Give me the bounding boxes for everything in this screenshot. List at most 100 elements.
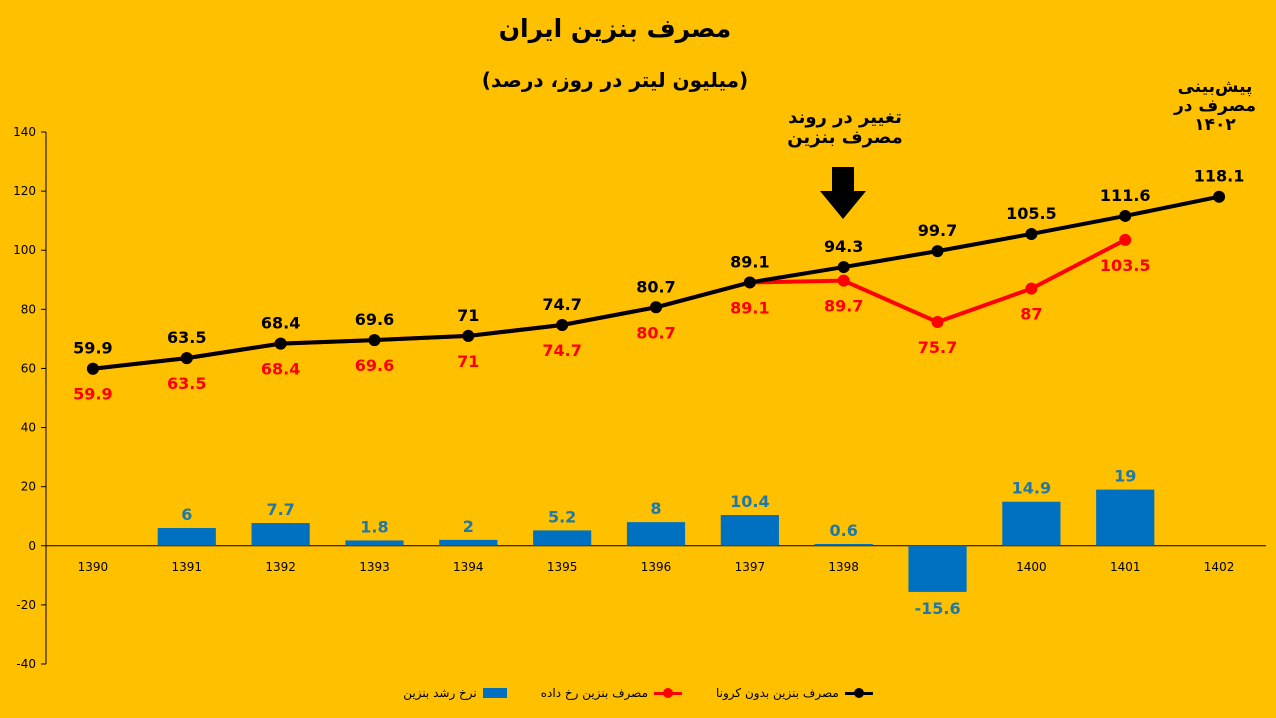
black-series-point: [86, 362, 99, 375]
x-tick-label: 1396: [641, 560, 672, 574]
bar: [345, 540, 404, 546]
bar: [814, 544, 873, 546]
black-data-label: 63.5: [167, 328, 206, 347]
y-tick-label: -20: [16, 598, 36, 612]
bar-data-label: 1.8: [360, 517, 388, 536]
y-tick-label: 20: [21, 480, 36, 494]
bar-data-label: 10.4: [730, 492, 769, 511]
black-series-point: [556, 318, 569, 331]
black-series-point: [462, 329, 475, 342]
black-series-point: [1119, 209, 1132, 222]
y-tick-label: 60: [21, 361, 36, 375]
red-series-point: [931, 316, 944, 329]
bar-data-label: -15.6: [914, 599, 960, 618]
black-data-label: 89.1: [730, 252, 769, 271]
bar: [720, 515, 779, 546]
red-data-label: 74.7: [542, 341, 581, 360]
black-series-point: [180, 352, 193, 365]
black-data-label: 80.7: [636, 277, 675, 296]
black-data-label: 71: [457, 306, 479, 325]
bar: [1002, 501, 1061, 546]
black-series-point: [837, 261, 850, 274]
bar: [626, 522, 686, 546]
x-tick-label: 1395: [547, 560, 578, 574]
red-data-label: 103.5: [1100, 256, 1151, 275]
legend-swatch-red-line: [654, 687, 683, 699]
y-tick-label: 120: [13, 184, 36, 198]
chart-title: مصرف بنزین ایران: [498, 14, 732, 43]
black-series-point: [1213, 190, 1226, 203]
legend-item-actual: مصرف بنزین رخ داده: [540, 686, 683, 700]
red-data-label: 71: [457, 352, 479, 371]
red-data-label: 75.7: [918, 338, 957, 357]
bar: [439, 539, 498, 546]
red-data-label: 68.4: [261, 360, 300, 379]
annotation-forecast-line1: پیش‌بینی: [1177, 77, 1253, 97]
y-tick-label: 80: [21, 302, 36, 316]
black-data-label: 74.7: [542, 295, 581, 314]
legend-label-growth-rate: نرخ رشد بنزین: [403, 686, 477, 700]
black-data-label: 94.3: [824, 237, 863, 256]
x-tick-label: 1391: [171, 560, 202, 574]
x-tick-label: 1390: [78, 560, 109, 574]
legend-swatch-black-line: [844, 687, 873, 699]
black-series-point: [368, 334, 381, 347]
annotation-forecast-line2: مصرف در: [1173, 96, 1257, 117]
red-series-point: [837, 274, 850, 287]
x-tick-label: 1393: [359, 560, 390, 574]
black-data-label: 111.6: [1100, 186, 1151, 205]
bar-data-label: 19: [1114, 467, 1136, 486]
black-series-point: [650, 301, 662, 314]
arrow-down-icon: [820, 167, 866, 219]
red-data-label: 69.6: [355, 356, 394, 375]
black-series-point: [931, 245, 944, 258]
bar: [533, 530, 592, 546]
annotation-forecast: پیش‌بینی مصرف در ۱۴۰۲: [1160, 77, 1270, 135]
x-tick-label: 1398: [828, 560, 859, 574]
annotation-trend-change-line1: تغییر در روند: [788, 107, 902, 128]
y-tick-label: 140: [13, 125, 36, 139]
x-tick-label: 1397: [735, 560, 766, 574]
x-tick-label: 1392: [265, 560, 296, 574]
red-data-label: 63.5: [167, 374, 206, 393]
legend: نرخ رشد بنزین مصرف بنزین رخ داده مصرف بن…: [0, 686, 1276, 700]
bar-data-label: 6: [181, 505, 192, 524]
red-data-label: 59.9: [73, 385, 112, 404]
annotation-trend-change-line2: مصرف بنزین: [787, 127, 903, 149]
red-data-label: 80.7: [636, 323, 675, 342]
y-tick-label: 100: [13, 243, 36, 257]
bar-data-label: 8: [650, 499, 661, 518]
black-series-point: [743, 276, 756, 289]
black-series-point: [274, 337, 287, 350]
black-data-label: 59.9: [73, 339, 112, 358]
red-data-label: 89.7: [824, 297, 863, 316]
bar-data-label: 0.6: [830, 521, 858, 540]
legend-label-actual: مصرف بنزین رخ داده: [540, 686, 649, 700]
bar-data-label: 2: [463, 517, 474, 536]
x-tick-label: 1400: [1016, 560, 1047, 574]
bar: [908, 545, 967, 592]
y-tick-label: 40: [21, 421, 36, 435]
black-data-label: 118.1: [1194, 167, 1245, 186]
bar-data-label: 14.9: [1012, 479, 1051, 498]
black-series-point: [1025, 227, 1038, 240]
annotation-trend-change: تغییر در روند مصرف بنزین: [775, 107, 915, 149]
legend-swatch-bar: [482, 688, 507, 698]
bar: [157, 528, 216, 546]
legend-item-growth-rate: نرخ رشد بنزین: [403, 686, 507, 700]
black-data-label: 105.5: [1006, 204, 1057, 223]
red-series-point: [1025, 282, 1038, 295]
black-data-label: 99.7: [918, 221, 957, 240]
y-tick-label: 0: [28, 539, 36, 553]
y-tick-label: -40: [16, 657, 36, 671]
x-tick-label: 1401: [1110, 560, 1141, 574]
bar: [251, 523, 310, 546]
red-data-label: 87: [1020, 305, 1042, 324]
black-data-label: 68.4: [261, 314, 300, 333]
black-data-label: 69.6: [355, 310, 394, 329]
x-tick-label: 1402: [1204, 560, 1235, 574]
bar: [1096, 489, 1155, 546]
legend-label-no-covid: مصرف بنزین بدون کرونا: [716, 686, 839, 700]
x-tick-label: 1394: [453, 560, 484, 574]
